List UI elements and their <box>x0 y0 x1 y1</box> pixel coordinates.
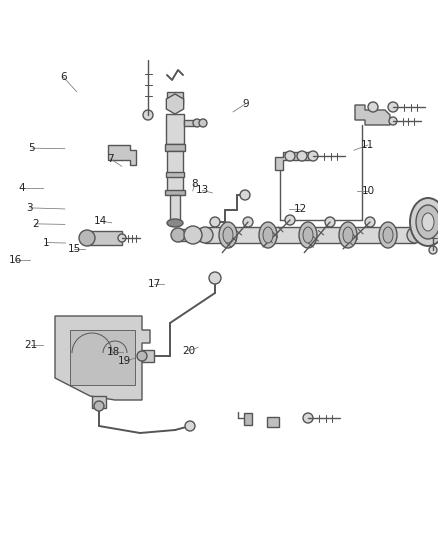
Ellipse shape <box>339 222 357 248</box>
Bar <box>205 227 415 243</box>
Circle shape <box>193 119 201 127</box>
Circle shape <box>285 215 295 225</box>
Text: 1: 1 <box>42 238 49 247</box>
Circle shape <box>388 102 398 112</box>
Bar <box>167 151 183 191</box>
Bar <box>167 92 183 104</box>
Ellipse shape <box>422 213 434 231</box>
Circle shape <box>185 421 195 431</box>
Text: 17: 17 <box>148 279 161 288</box>
Bar <box>142 350 154 362</box>
Polygon shape <box>355 105 390 125</box>
Bar <box>166 172 184 177</box>
Circle shape <box>303 413 313 423</box>
Circle shape <box>240 190 250 200</box>
Circle shape <box>365 217 375 227</box>
Text: 7: 7 <box>107 154 114 164</box>
Circle shape <box>209 272 221 284</box>
Text: 20: 20 <box>182 346 195 356</box>
Polygon shape <box>108 145 136 165</box>
Text: 18: 18 <box>106 347 120 357</box>
Circle shape <box>325 217 335 227</box>
Text: 9: 9 <box>242 99 249 109</box>
Ellipse shape <box>299 222 317 248</box>
Circle shape <box>389 117 397 125</box>
Text: 5: 5 <box>28 143 35 153</box>
Text: 12: 12 <box>293 204 307 214</box>
Ellipse shape <box>259 222 277 248</box>
Text: 2: 2 <box>32 219 39 229</box>
Circle shape <box>297 151 307 161</box>
Text: 16: 16 <box>9 255 22 265</box>
Ellipse shape <box>410 198 438 246</box>
Circle shape <box>368 102 378 112</box>
Text: 11: 11 <box>361 140 374 150</box>
Text: 14: 14 <box>94 216 107 226</box>
Ellipse shape <box>407 227 423 243</box>
Ellipse shape <box>184 226 202 244</box>
Circle shape <box>143 110 153 120</box>
Circle shape <box>199 119 207 127</box>
Circle shape <box>308 151 318 161</box>
Circle shape <box>285 151 295 161</box>
Circle shape <box>137 351 147 361</box>
Text: 4: 4 <box>18 183 25 193</box>
Ellipse shape <box>263 227 273 243</box>
Ellipse shape <box>171 228 185 242</box>
Ellipse shape <box>167 219 183 227</box>
Bar <box>244 413 252 425</box>
Circle shape <box>118 234 126 242</box>
Ellipse shape <box>223 227 233 243</box>
Text: 21: 21 <box>24 341 37 350</box>
Text: 8: 8 <box>191 179 198 189</box>
Text: 6: 6 <box>60 72 67 82</box>
Circle shape <box>429 246 437 254</box>
Polygon shape <box>166 94 184 114</box>
Ellipse shape <box>79 230 95 246</box>
Bar <box>170 195 180 220</box>
Ellipse shape <box>343 227 353 243</box>
Polygon shape <box>275 152 310 170</box>
Bar <box>267 417 279 427</box>
Bar <box>184 120 194 126</box>
Bar <box>70 330 135 385</box>
Text: 19: 19 <box>118 357 131 366</box>
Circle shape <box>94 401 104 411</box>
Bar <box>92 396 106 408</box>
Bar <box>178 229 200 241</box>
Circle shape <box>210 217 220 227</box>
Bar <box>165 190 185 195</box>
Bar <box>87 231 122 245</box>
Ellipse shape <box>197 227 213 243</box>
Text: 13: 13 <box>196 185 209 195</box>
Bar <box>165 144 185 151</box>
Ellipse shape <box>416 205 438 239</box>
Circle shape <box>243 217 253 227</box>
Text: 10: 10 <box>361 186 374 196</box>
Polygon shape <box>55 316 150 400</box>
Ellipse shape <box>219 222 237 248</box>
Text: 15: 15 <box>68 244 81 254</box>
Ellipse shape <box>303 227 313 243</box>
Text: 3: 3 <box>26 203 33 213</box>
Bar <box>166 114 184 144</box>
Ellipse shape <box>383 227 393 243</box>
Ellipse shape <box>379 222 397 248</box>
